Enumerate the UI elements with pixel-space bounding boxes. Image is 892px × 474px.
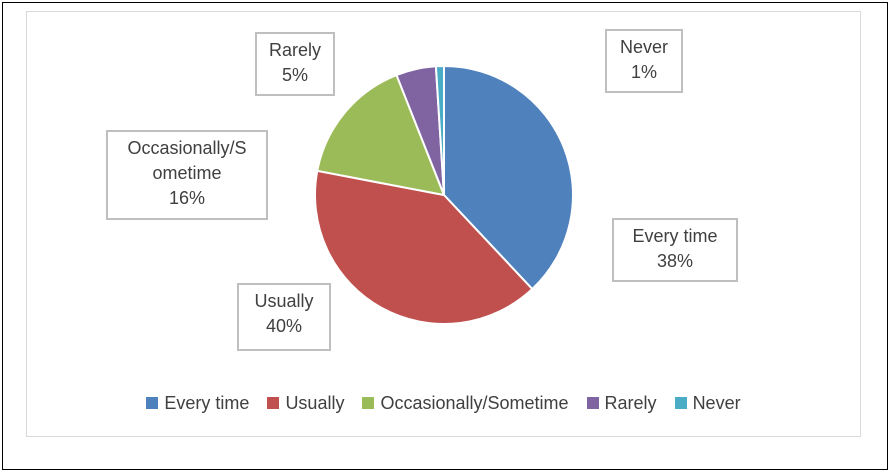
legend-swatch-usually xyxy=(267,397,280,409)
legend-item-usually: Usually xyxy=(267,393,344,414)
data-label-rarely: Rarely 5% xyxy=(255,32,335,96)
data-label-rarely-category: Rarely xyxy=(268,40,321,60)
pie-slice-every-time xyxy=(443,64,574,291)
data-label-every-time-category: Every time xyxy=(632,226,718,246)
legend: Every time Usually Occasionally/Sometime… xyxy=(26,388,861,418)
data-label-occasionally-value: 16% xyxy=(168,188,206,208)
data-label-usually: Usually 40% xyxy=(237,283,331,351)
data-label-occasionally-category-part2: ometime xyxy=(152,163,222,183)
data-label-usually-category: Usually xyxy=(254,291,314,311)
data-label-every-time: Every time 38% xyxy=(612,218,738,282)
data-label-never-category: Never xyxy=(619,37,668,57)
data-label-occasionally: Occasionally/S ometime 16% xyxy=(106,130,268,220)
pie-slice-never xyxy=(434,64,445,196)
data-label-every-time-value: 38% xyxy=(656,251,694,271)
legend-label-never: Never xyxy=(692,392,741,413)
legend-label-occasionally: Occasionally/Sometime xyxy=(380,392,569,413)
legend-item-never: Never xyxy=(674,392,741,414)
legend-item-rarely: Rarely xyxy=(586,392,657,414)
legend-label-rarely: Rarely xyxy=(604,392,657,413)
legend-item-occasionally: Occasionally/Sometime xyxy=(362,392,569,414)
legend-swatch-occasionally xyxy=(362,397,375,409)
legend-label-usually: Usually xyxy=(285,392,345,413)
data-label-rarely-value: 5% xyxy=(281,65,308,85)
data-label-never: Never 1% xyxy=(605,29,683,93)
data-label-never-value: 1% xyxy=(630,62,657,82)
pie-slice-occasionally xyxy=(316,73,446,197)
legend-swatch-every-time xyxy=(146,397,159,409)
data-label-usually-value: 40% xyxy=(265,316,303,336)
legend-swatch-never xyxy=(674,397,687,409)
pie-slice-usually xyxy=(314,169,534,325)
data-label-occasionally-category-part1: Occasionally/S xyxy=(127,138,247,158)
legend-label-every-time: Every time xyxy=(164,392,250,413)
legend-swatch-rarely xyxy=(586,397,599,409)
legend-item-every-time: Every time xyxy=(146,393,249,414)
